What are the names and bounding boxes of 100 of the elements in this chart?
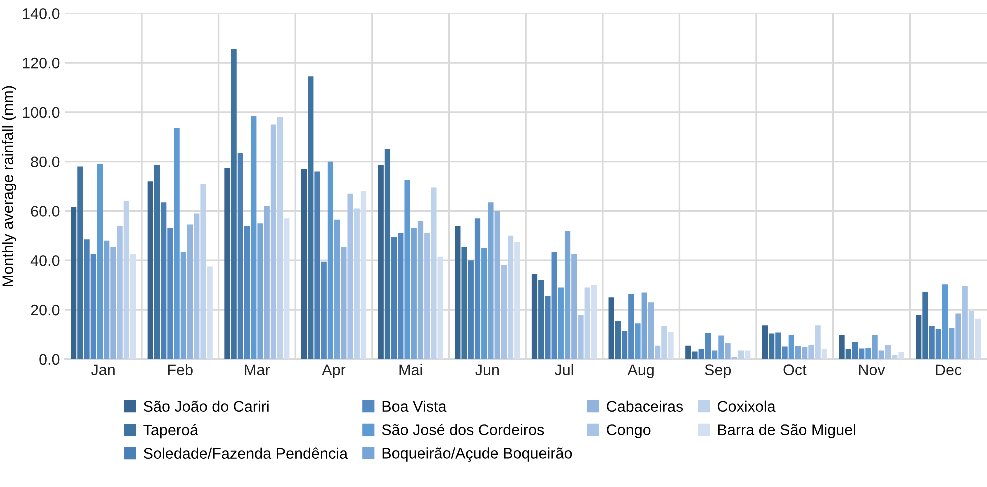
bar [328,162,334,360]
bar [321,262,327,360]
x-tick-label: Jan [91,364,115,376]
bar [788,335,794,360]
bar [474,218,481,360]
y-tick-label: 0.0 [40,354,60,366]
bar [692,352,698,360]
bar [207,266,213,360]
bar [398,233,404,360]
bar [662,326,668,360]
bar [698,349,704,360]
bar [769,334,775,360]
bar [922,292,928,360]
x-tick-label: Feb [168,364,193,376]
bar [154,166,160,360]
bar [795,346,802,360]
x-tick-label: Oct [784,364,807,376]
bar [745,350,751,360]
bar [718,336,724,360]
bar [584,288,590,360]
legend-label: Cabaceiras [607,400,684,412]
bar [822,349,828,360]
bar [130,254,136,360]
bar [468,260,474,360]
bar [852,342,858,360]
bar [314,172,320,360]
bar [284,218,290,360]
bar [668,332,674,360]
x-tick-label: Jun [476,364,499,376]
legend-label: São João do Cariri [144,400,269,412]
bar [762,326,768,360]
bar [354,208,360,360]
x-tick-label: Dec [936,364,962,376]
bar [642,292,648,360]
bar [258,224,264,360]
bar [968,311,975,360]
bar [264,206,270,360]
bar [431,188,437,360]
bar [916,314,922,360]
bar [962,286,968,360]
bar [251,116,257,360]
x-tick-label: Mai [400,364,422,376]
bar [942,284,948,360]
y-tick-label: 120.0 [23,58,60,69]
legend-label: Soledade/Fazenda Pendência [144,448,348,460]
bar [532,274,538,360]
bar [859,348,865,360]
bar [885,345,892,360]
bar [608,298,614,360]
bar [278,117,284,360]
bar [482,248,488,360]
bar [348,194,354,360]
bar [936,329,942,360]
legend-label: Congo [607,424,651,438]
bar [956,314,962,360]
bar [488,202,494,360]
bar [802,347,808,360]
bar [161,202,167,360]
bar [929,326,935,360]
bar [815,326,821,360]
bar [455,226,461,360]
y-tick-label: 140.0 [23,8,60,20]
x-tick-label: Mar [245,364,270,376]
bar [878,350,884,360]
bar [180,252,186,360]
y-tick-label: 20.0 [31,304,60,316]
bar [124,201,130,360]
bar [224,168,230,360]
bar [949,328,955,360]
bar [104,240,110,360]
bar [384,149,391,360]
x-tick-label: Nov [859,364,886,376]
bar [782,346,788,360]
bar [174,128,180,360]
bar [846,349,852,360]
bar [117,226,123,360]
legend-label: Coxixola [718,400,776,412]
x-tick-label: Aug [628,364,654,379]
bar [572,254,578,360]
bar [110,247,116,360]
bar [244,226,250,360]
bar [71,208,77,360]
bar [418,221,424,360]
bar [648,302,654,360]
bar [360,191,367,360]
bar [378,166,384,360]
bar [501,266,507,360]
bar [194,214,200,360]
bar [438,256,444,360]
x-tick-label: Jul [554,364,574,376]
legend-label: Boqueirão/Açude Boqueirão [382,448,572,462]
bar [424,233,430,360]
bar [341,247,347,360]
bar [538,280,544,360]
x-tick-label: Sep [705,364,732,379]
y-tick-label: 40.0 [30,255,60,266]
bar [591,285,598,360]
bar [411,228,417,360]
bar [776,332,782,360]
bar [84,240,90,360]
